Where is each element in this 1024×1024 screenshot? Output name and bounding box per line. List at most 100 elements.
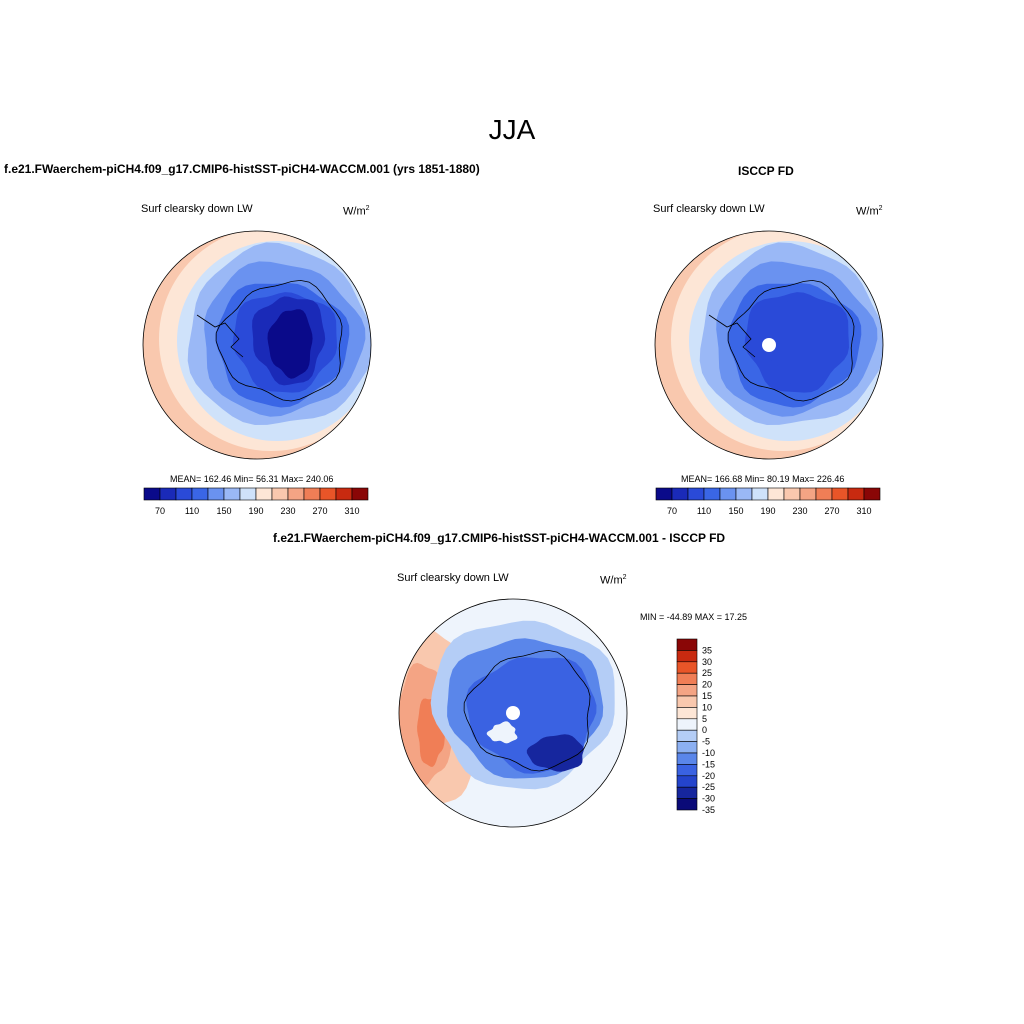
- colorbar-swatch: [676, 786, 698, 799]
- map-boundary: [142, 230, 372, 460]
- colorbar-tick-label: -20: [702, 771, 715, 781]
- colorbar-tick-label: 70: [155, 506, 165, 516]
- colorbar-swatch: [751, 487, 769, 501]
- colorbar-swatch: [676, 752, 698, 765]
- colorbar-swatch: [687, 487, 705, 501]
- colorbar-swatch: [676, 729, 698, 742]
- colorbar-tick-label: 230: [280, 506, 295, 516]
- colorbar-tick-label: -30: [702, 794, 715, 804]
- units-label-obs: W/m2: [856, 205, 883, 218]
- colorbar-swatch: [719, 487, 737, 501]
- colorbar-swatch: [351, 487, 369, 501]
- colorbar-swatch: [676, 718, 698, 731]
- colorbar-tick-label: 230: [792, 506, 807, 516]
- polar-map-model: [142, 230, 372, 460]
- colorbar-swatch: [676, 684, 698, 697]
- units-label-diff: W/m2: [600, 574, 627, 587]
- colorbar-swatch: [799, 487, 817, 501]
- panel-title-obs: ISCCP FD: [738, 164, 794, 178]
- colorbar-swatch: [735, 487, 753, 501]
- colorbar-swatch: [271, 487, 289, 501]
- colorbar-swatch: [175, 487, 193, 501]
- colorbar-tick-label: 30: [702, 657, 712, 667]
- colorbar-tick-label: -10: [702, 748, 715, 758]
- colorbar-swatch: [815, 487, 833, 501]
- coastline: [215, 279, 343, 402]
- peninsula-coastline: [196, 314, 244, 358]
- colorbar-swatch: [303, 487, 321, 501]
- colorbar-tick-label: 190: [248, 506, 263, 516]
- colorbar-tick-label: -35: [702, 805, 715, 815]
- colorbar-swatch: [863, 487, 881, 501]
- variable-label-diff: Surf clearsky down LW: [397, 572, 509, 584]
- colorbar-model: 70110150190230270310350: [143, 487, 369, 516]
- variable-label-obs: Surf clearsky down LW: [653, 203, 765, 215]
- colorbar-tick-label: 270: [824, 506, 839, 516]
- colorbar-tick-label: 15: [702, 691, 712, 701]
- colorbar-swatch: [703, 487, 721, 501]
- stats-label-model: MEAN= 162.46 Min= 56.31 Max= 240.06: [170, 474, 334, 484]
- colorbar-swatch: [676, 672, 698, 685]
- colorbar-swatch: [319, 487, 337, 501]
- colorbar-swatch: [239, 487, 257, 501]
- colorbar-tick-label: 0: [702, 725, 707, 735]
- colorbar-tick-label: 310: [856, 506, 871, 516]
- colorbar-swatch: [143, 487, 161, 501]
- colorbar-swatch: [676, 638, 698, 651]
- colorbar-swatch: [207, 487, 225, 501]
- colorbar-tick-label: 270: [312, 506, 327, 516]
- colorbar-swatch: [287, 487, 305, 501]
- colorbar-tick-label: 110: [185, 506, 199, 516]
- panel-title-diff: f.e21.FWaerchem-piCH4.f09_g17.CMIP6-hist…: [273, 531, 726, 545]
- stats-label-diff: MIN = -44.89 MAX = 17.25: [640, 612, 748, 622]
- map-field-band: [764, 296, 838, 386]
- colorbar-swatch: [783, 487, 801, 501]
- colorbar-tick-label: 190: [760, 506, 775, 516]
- colorbar-tick-label: 20: [702, 680, 712, 690]
- polar-map-diff: [398, 598, 628, 828]
- colorbar-obs: 70110150190230270310350: [655, 487, 881, 516]
- colorbar-swatch: [676, 695, 698, 708]
- colorbar-swatch: [159, 487, 177, 501]
- colorbar-tick-label: -15: [702, 759, 715, 769]
- variable-label-model: Surf clearsky down LW: [141, 203, 253, 215]
- colorbar-tick-label: -5: [702, 737, 710, 747]
- polar-map-obs: [654, 230, 884, 460]
- colorbar-swatch: [191, 487, 209, 501]
- panel-title-model: f.e21.FWaerchem-piCH4.f09_g17.CMIP6-hist…: [4, 162, 480, 176]
- map-field-band: [267, 309, 313, 379]
- map-boundary: [654, 230, 884, 460]
- colorbar-tick-label: 110: [697, 506, 711, 516]
- colorbar-tick-label: 150: [728, 506, 743, 516]
- units-label-model: W/m2: [343, 205, 370, 218]
- colorbar-swatch: [676, 661, 698, 674]
- colorbar-swatch: [223, 487, 241, 501]
- map-field-band: [486, 721, 518, 744]
- map-field-band: [526, 734, 584, 772]
- colorbar-swatch: [847, 487, 865, 501]
- colorbar-swatch: [255, 487, 273, 501]
- stats-label-obs: MEAN= 166.68 Min= 80.19 Max= 226.46: [681, 474, 845, 484]
- map-boundary: [398, 598, 628, 828]
- colorbar-swatch: [676, 775, 698, 788]
- colorbar-swatch: [676, 707, 698, 720]
- colorbar-swatch: [671, 487, 689, 501]
- coastline: [463, 649, 591, 772]
- colorbar-swatch: [335, 487, 353, 501]
- page-title: JJA: [488, 114, 536, 145]
- missing-data-pole: [762, 338, 776, 352]
- colorbar-tick-label: 35: [702, 645, 712, 655]
- colorbar-tick-label: 150: [216, 506, 231, 516]
- colorbar-tick-label: 10: [702, 702, 712, 712]
- colorbar-tick-label: 25: [702, 668, 712, 678]
- colorbar-tick-label: 310: [344, 506, 359, 516]
- coastline: [727, 279, 855, 402]
- colorbar-swatch: [676, 650, 698, 663]
- colorbar-swatch: [767, 487, 785, 501]
- peninsula-coastline: [708, 314, 756, 358]
- colorbar-tick-label: 70: [667, 506, 677, 516]
- colorbar-tick-label: -25: [702, 782, 715, 792]
- colorbar-swatch: [831, 487, 849, 501]
- colorbar-swatch: [655, 487, 673, 501]
